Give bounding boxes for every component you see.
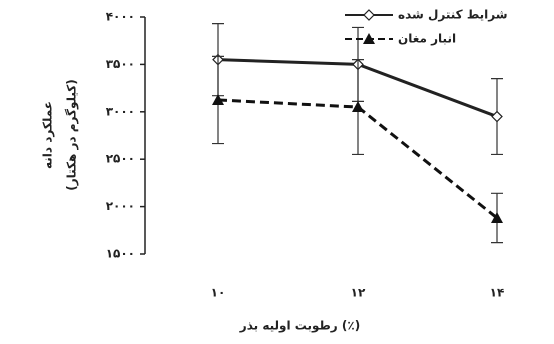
y-tick-label: ۲۵۰۰	[106, 152, 135, 166]
x-tick-label: ۱۰	[211, 286, 226, 300]
legend-label: شرایط کنترل شده	[398, 8, 508, 22]
y-axis-label: عملکرد دانه	[41, 101, 55, 169]
x-tick-label: ۱۲	[351, 286, 366, 300]
y-tick-label: ۱۵۰۰	[106, 247, 135, 261]
data-point	[491, 211, 503, 223]
legend-label: انبار مغان	[398, 32, 456, 46]
x-tick-label: ۱۴	[490, 286, 505, 300]
data-point	[212, 93, 224, 105]
y-tick-label: ۳۵۰۰	[106, 57, 135, 71]
legend-marker	[363, 33, 375, 44]
legend-marker	[363, 9, 375, 21]
x-axis-label: رطوبت اولیه بذر (٪)	[239, 319, 360, 334]
data-point	[352, 101, 364, 113]
data-point	[491, 110, 503, 123]
y-axis-label: (کیلوگرم در هکتار)	[65, 79, 80, 191]
y-tick-label: ۲۰۰۰	[106, 199, 135, 213]
y-tick-label: ۳۰۰۰	[106, 104, 135, 118]
y-tick-label: ۴۰۰۰	[106, 10, 135, 24]
